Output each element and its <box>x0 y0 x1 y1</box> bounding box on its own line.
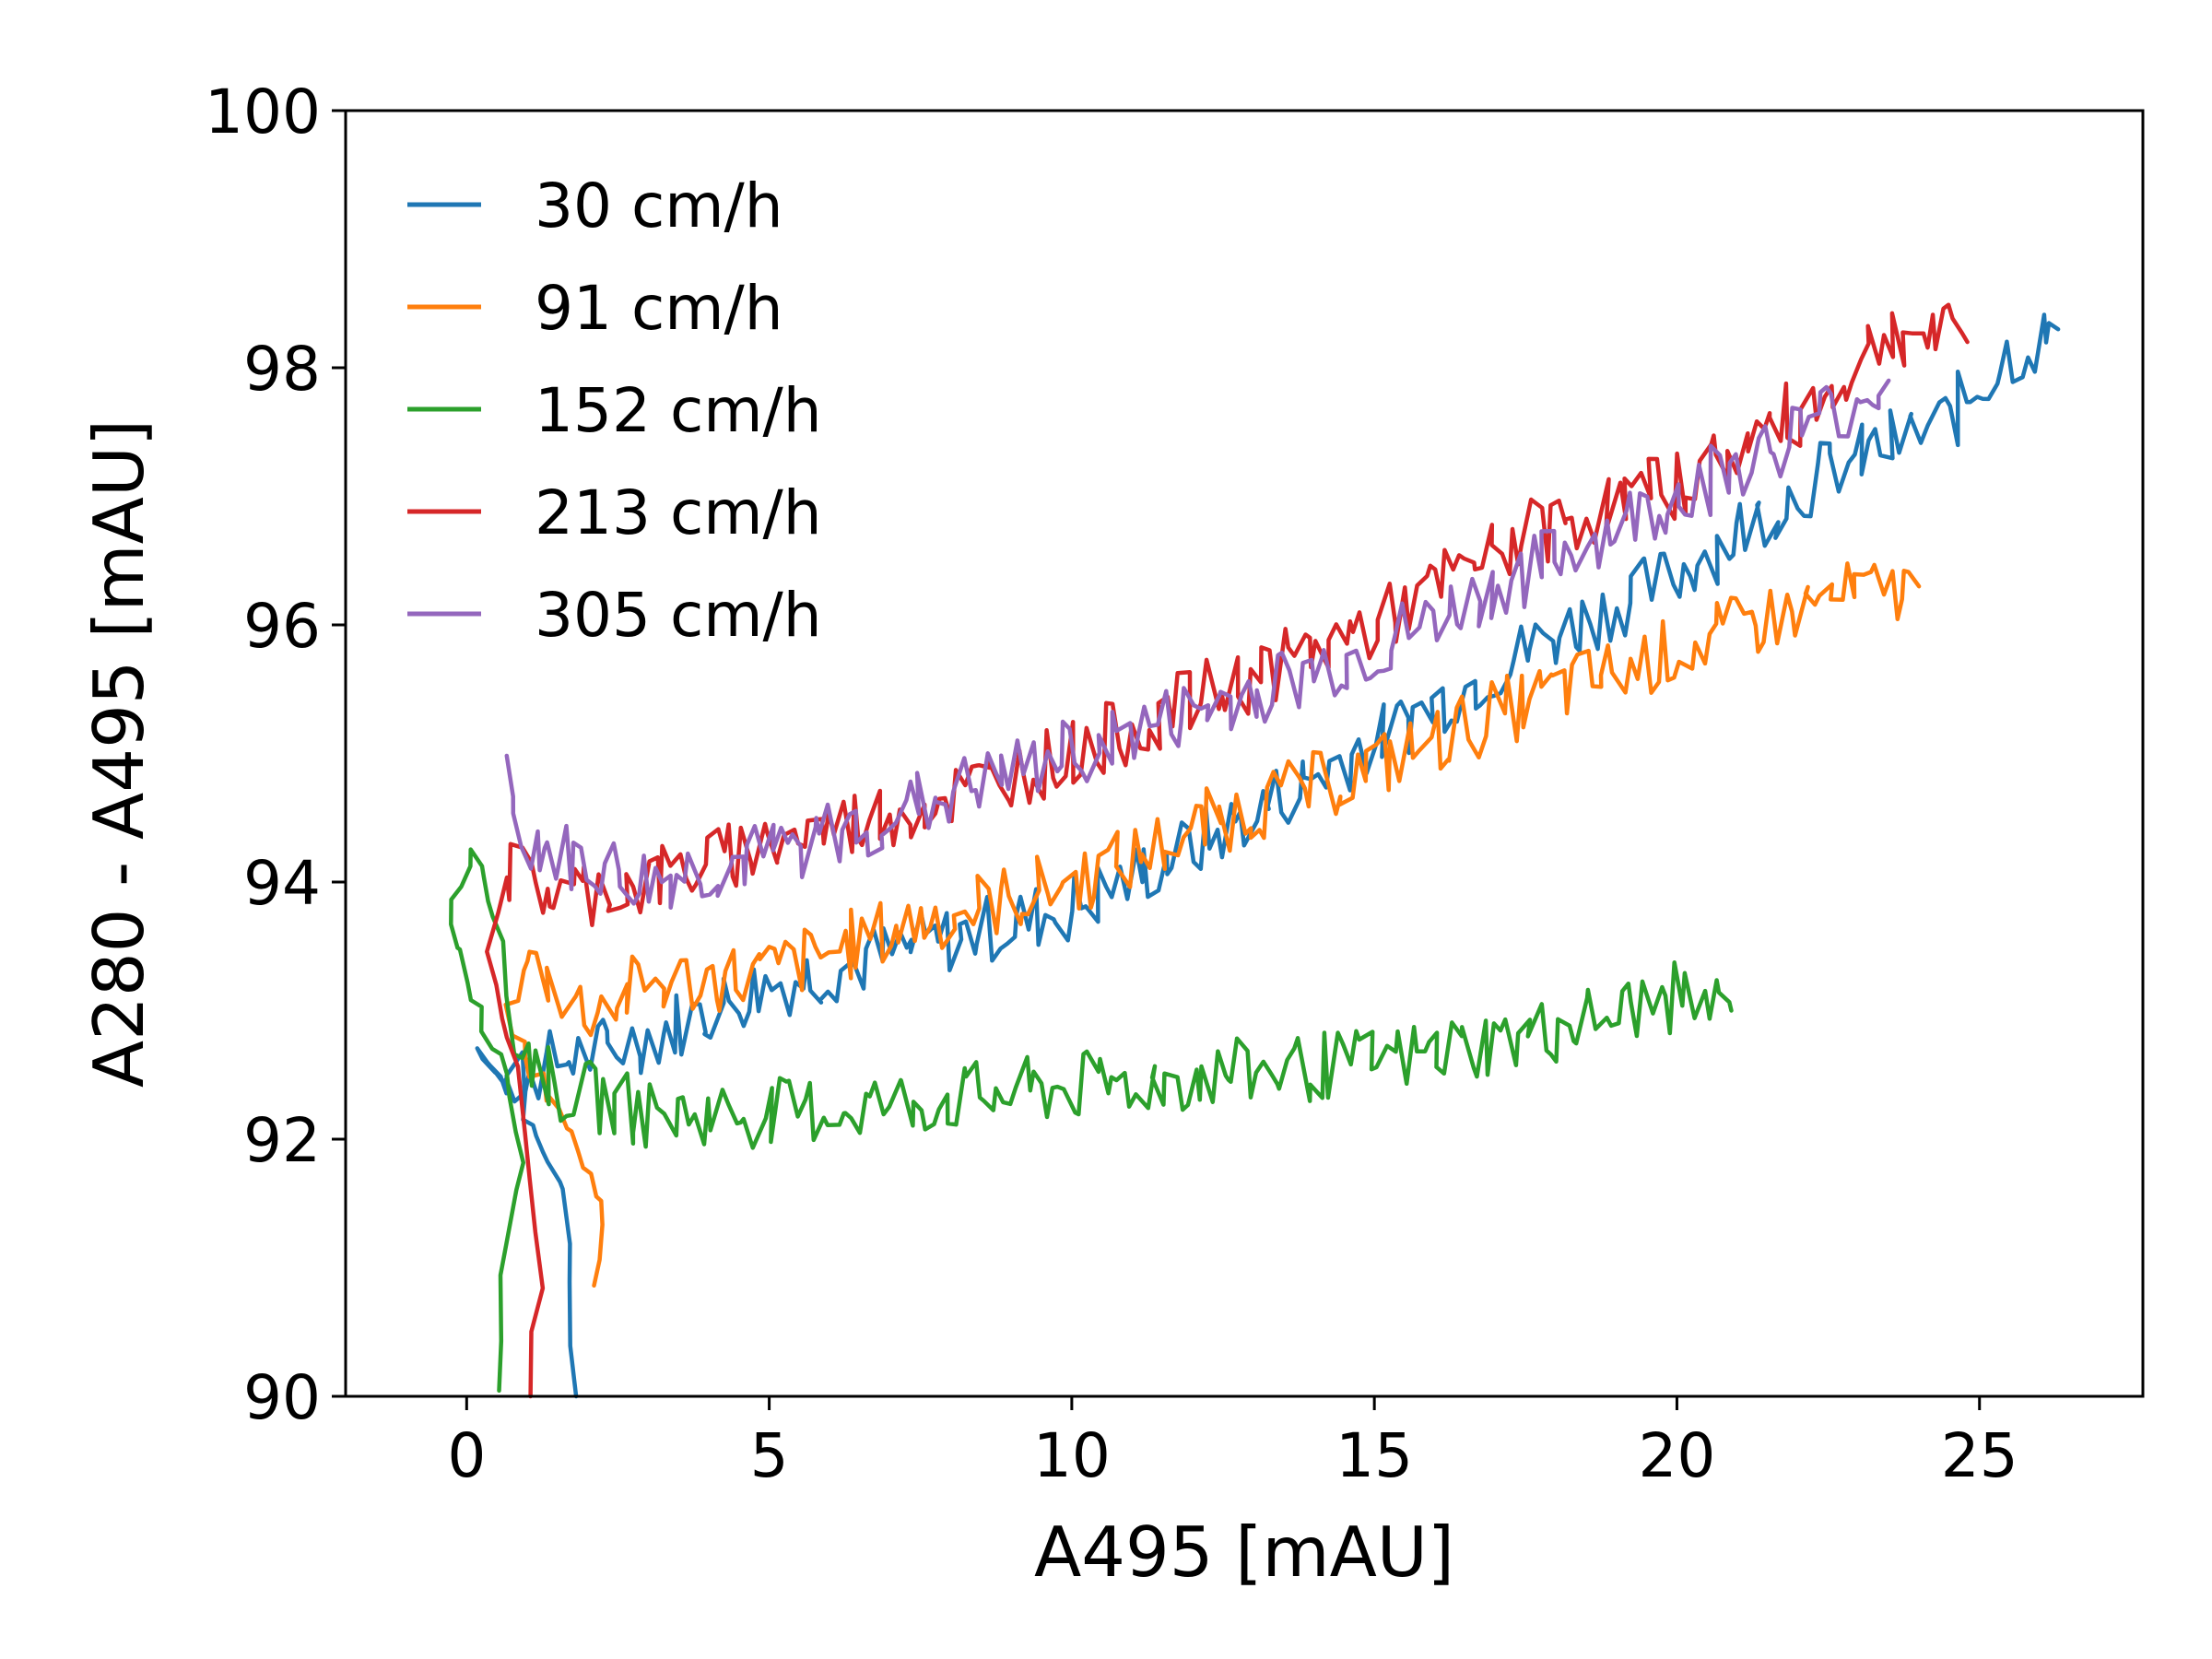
legend-label-4: 305 cm/h <box>535 580 822 651</box>
y-tick-label-5: 100 <box>205 76 321 147</box>
y-tick-label-1: 92 <box>243 1105 321 1176</box>
y-axis-ticks: 90 92 94 96 98 100 <box>205 76 346 1433</box>
plot-area <box>449 302 2061 1399</box>
legend-label-1: 91 cm/h <box>535 273 783 344</box>
x-tick-label-5: 25 <box>1941 1420 2018 1491</box>
series-line-3 <box>485 302 1970 1399</box>
plot-frame <box>344 109 2145 1398</box>
y-axis-label: A280 - A495 [mAU] <box>78 419 159 1088</box>
x-tick-label-4: 20 <box>1638 1420 1715 1491</box>
x-tick-label-0: 0 <box>447 1420 486 1491</box>
y-tick-label-0: 90 <box>243 1362 321 1433</box>
y-tick-label-3: 96 <box>243 591 321 662</box>
series-line-0 <box>475 312 2061 1399</box>
series-line-2 <box>449 847 1734 1394</box>
x-tick-label-3: 15 <box>1335 1420 1413 1491</box>
x-tick-label-2: 10 <box>1033 1420 1111 1491</box>
y-tick-label-4: 98 <box>243 334 321 405</box>
series-line-4 <box>504 378 1891 910</box>
legend-label-3: 213 cm/h <box>535 477 822 548</box>
y-tick-label-2: 94 <box>243 848 321 919</box>
x-axis-ticks: 0 5 10 15 20 25 <box>447 1396 2018 1491</box>
legend: 30 cm/h 91 cm/h 152 cm/h 213 cm/h 305 cm/h <box>407 171 822 651</box>
legend-label-0: 30 cm/h <box>535 171 783 241</box>
series-line-1 <box>503 561 1922 1288</box>
x-tick-label-1: 5 <box>750 1420 789 1491</box>
x-axis-label: A495 [mAU] <box>1034 1512 1454 1593</box>
legend-label-2: 152 cm/h <box>535 375 822 446</box>
